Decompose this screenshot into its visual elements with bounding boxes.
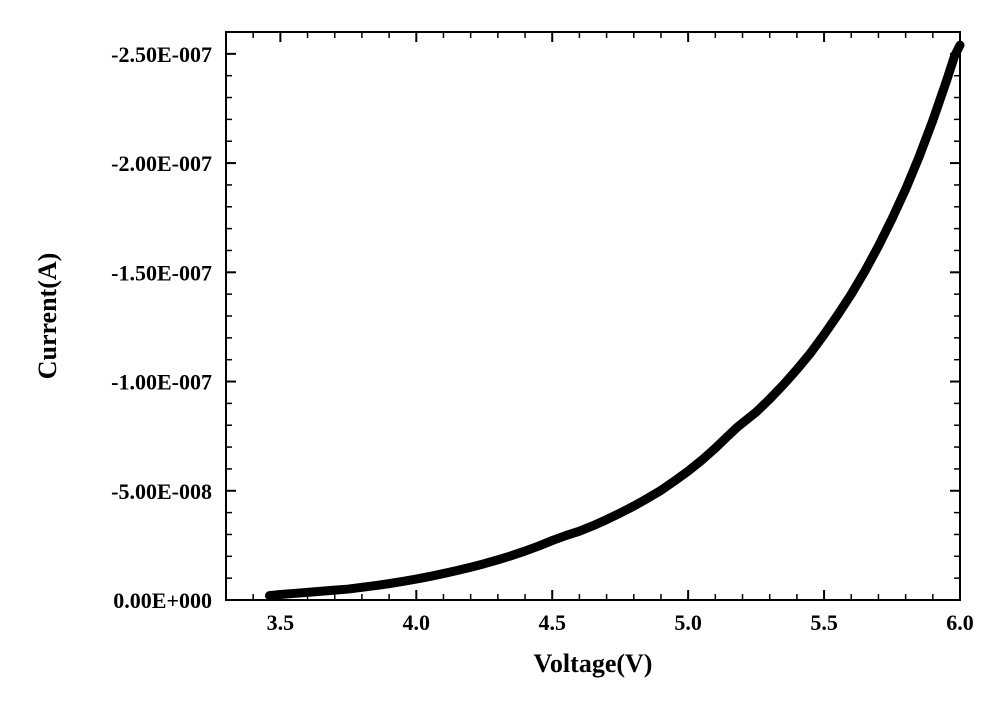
x-axis-label: Voltage(V) xyxy=(534,649,653,678)
iv-curve xyxy=(269,45,960,596)
x-tick-label: 4.5 xyxy=(538,610,566,635)
x-tick-label: 5.5 xyxy=(810,610,838,635)
x-tick-label: 5.0 xyxy=(674,610,702,635)
y-tick-label: -1.50E-007 xyxy=(111,260,212,285)
y-tick-label: -5.00E-008 xyxy=(111,479,212,504)
y-axis-label: Current(A) xyxy=(33,253,62,380)
x-tick-label: 6.0 xyxy=(946,610,974,635)
x-tick-label: 4.0 xyxy=(403,610,431,635)
y-tick-label: 0.00E+000 xyxy=(113,588,212,613)
iv-chart: 3.5 4.0 4.5 5.0 5.5 6.0 0.00E+000 -5.00E-008 -1.… xyxy=(0,0,1000,702)
y-tick-label: -2.50E-007 xyxy=(111,42,212,67)
chart-svg: 3.5 4.0 4.5 5.0 5.5 6.0 0.00E+000 -5.00E-008 -1.… xyxy=(0,0,1000,702)
y-tick-label: -2.00E-007 xyxy=(111,151,212,176)
y-tick-label: -1.00E-007 xyxy=(111,370,212,395)
x-tick-label: 3.5 xyxy=(267,610,295,635)
